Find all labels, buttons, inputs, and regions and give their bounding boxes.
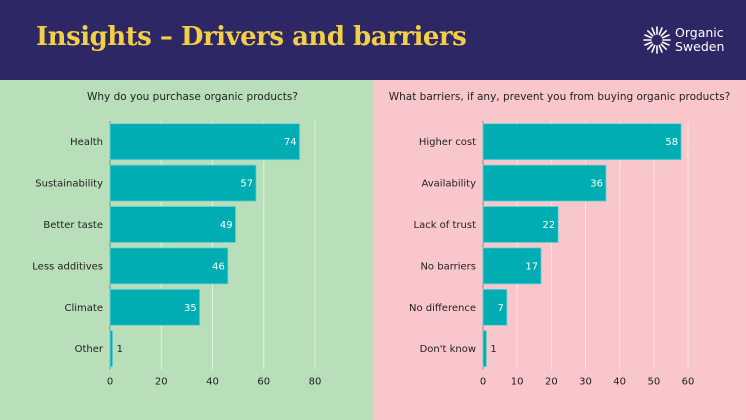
purchase-reasons-panel: Why do you purchase organic products? He… [0,80,373,420]
barriers-x-tick-label: 50 [647,376,660,387]
purchase-reasons-chart-title: Why do you purchase organic products? [87,91,298,103]
purchase-reasons-category-label: Health [70,137,103,148]
logo-ray [651,27,656,36]
logo-ray [644,34,653,39]
sun-rays-icon [643,26,671,54]
barriers-x-tick-label: 20 [545,376,558,387]
purchase-reasons-value-label: 35 [184,303,197,314]
barriers-value-label: 36 [590,179,603,190]
barriers-value-label: 17 [525,261,538,272]
barriers-x-tick-label: 0 [480,376,486,387]
purchase-reasons-category-label: Climate [65,303,103,314]
purchase-reasons-value-label: 57 [240,179,253,190]
barriers-bar [482,123,682,161]
logo-wordmark: Organic Sweden [675,26,724,54]
purchase-reasons-value-label: 46 [212,261,225,272]
barriers-chart-title: What barriers, if any, prevent you from … [388,91,731,103]
barriers-category-label: Availability [421,179,476,190]
barriers-x-tick-label: 30 [579,376,592,387]
purchase-reasons-bar [109,288,201,326]
purchase-reasons-category-label: Less additives [32,261,103,272]
barriers-value-label: 7 [498,303,504,314]
logo-ray [651,44,656,53]
barriers-bar [482,330,487,368]
logo-line-1: Organic [675,25,724,40]
logo-ray [660,30,667,37]
barriers-category-label: No barriers [420,261,476,272]
barriers-bar [482,164,607,202]
barriers-bar [482,288,508,326]
logo-ray [661,34,670,39]
page-title: Insights – Drivers and barriers [36,22,467,52]
purchase-reasons-category-label: Better taste [43,220,103,231]
logo-ray [644,41,653,46]
purchase-reasons-chart: Health 74 Sustainability 57 Better taste 49 Le… [32,121,322,387]
barriers-value-label: 58 [665,137,678,148]
barriers-chart: Higher cost 58 Availability 36 Lack of trust… [409,121,695,387]
logo-ray [647,43,654,50]
barriers-value-label: 1 [490,344,496,355]
barriers-panel: What barriers, if any, prevent you from … [373,80,746,420]
purchase-reasons-x-tick-label: 40 [206,376,219,387]
logo-ray [658,44,663,53]
purchase-reasons-category-label: Sustainability [35,179,103,190]
purchase-reasons-value-label: 1 [117,344,123,355]
purchase-reasons-bar [109,123,301,161]
purchase-reasons-category-label: Other [75,344,104,355]
barriers-category-label: Higher cost [419,137,476,148]
barriers-category-label: No difference [409,303,476,314]
organic-sweden-logo: Organic Sweden [642,25,734,57]
purchase-reasons-bar [109,330,113,368]
purchase-reasons-bar [109,206,236,243]
barriers-x-tick-label: 40 [613,376,626,387]
purchase-reasons-x-tick-label: 20 [155,376,168,387]
purchase-reasons-value-label: 49 [220,220,233,231]
purchase-reasons-x-tick-label: 60 [257,376,270,387]
logo-ray [661,41,670,46]
logo-ray [658,27,663,36]
barriers-x-tick-label: 10 [511,376,524,387]
barriers-category-label: Lack of trust [414,220,477,231]
logo-ray [660,43,667,50]
logo-ray [647,30,654,37]
purchase-reasons-bar [109,164,257,202]
barriers-bar [482,206,559,243]
purchase-reasons-x-tick-label: 0 [107,376,113,387]
barriers-x-tick-label: 60 [682,376,695,387]
barriers-category-label: Don't know [420,344,476,355]
logo-line-2: Sweden [675,39,725,54]
purchase-reasons-value-label: 74 [284,137,297,148]
header-bar: Insights – Drivers and barriers Organic … [0,0,746,80]
barriers-value-label: 22 [542,220,555,231]
purchase-reasons-bar [109,247,229,285]
purchase-reasons-x-tick-label: 80 [309,376,322,387]
barriers-bar [482,247,542,285]
